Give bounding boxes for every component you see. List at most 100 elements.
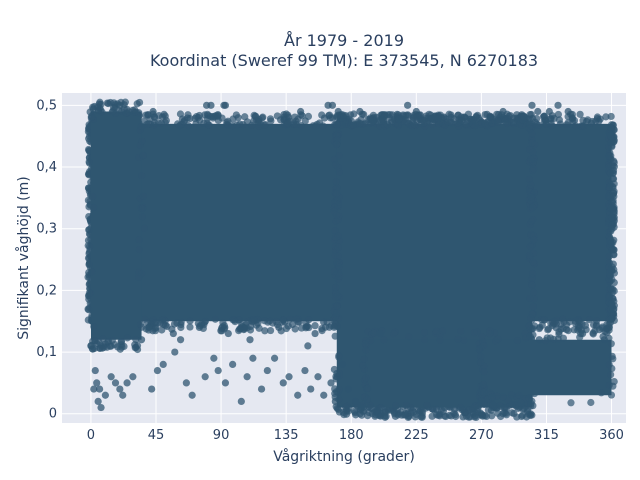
data-point	[90, 323, 98, 331]
dense-data-layer	[84, 98, 618, 422]
data-point	[436, 336, 444, 344]
data-point	[529, 215, 537, 224]
data-point	[301, 366, 309, 375]
data-point	[330, 267, 338, 276]
data-point	[91, 366, 99, 375]
data-point	[503, 119, 511, 128]
data-point	[607, 371, 615, 379]
data-point	[104, 99, 113, 108]
data-point	[479, 380, 487, 389]
data-point	[224, 117, 232, 125]
data-point	[533, 114, 541, 123]
chart-title-line1: År 1979 - 2019	[284, 31, 404, 50]
data-point	[130, 108, 139, 116]
data-point	[86, 242, 94, 251]
data-point	[153, 319, 161, 327]
data-point	[135, 236, 143, 244]
data-point	[101, 391, 109, 399]
data-point	[494, 335, 502, 343]
data-point	[116, 385, 124, 393]
data-point	[304, 342, 312, 350]
data-point	[312, 122, 320, 130]
data-point	[214, 366, 222, 375]
data-point	[251, 112, 260, 120]
data-point	[360, 355, 368, 363]
data-point	[259, 113, 267, 121]
data-point	[90, 203, 98, 212]
dense-point-region	[481, 339, 612, 396]
data-point	[138, 213, 147, 221]
data-point	[351, 397, 360, 406]
data-point	[600, 336, 608, 344]
data-point	[139, 151, 147, 159]
data-point	[129, 373, 137, 381]
data-point	[328, 101, 337, 109]
dense-point-region	[90, 111, 142, 340]
data-point	[221, 101, 230, 109]
data-point	[350, 110, 358, 118]
data-point	[607, 112, 615, 121]
data-point	[607, 204, 615, 212]
data-point	[249, 316, 258, 324]
y-tick-label: 0,2	[36, 283, 57, 298]
data-point	[159, 320, 168, 329]
data-point	[97, 100, 105, 108]
data-point	[335, 168, 344, 176]
data-point	[442, 412, 450, 421]
data-point	[284, 119, 292, 128]
data-point	[550, 335, 558, 343]
data-point	[515, 391, 523, 399]
data-point	[241, 113, 249, 121]
data-point	[332, 140, 341, 148]
chart-title-line2: Koordinat (Sweref 99 TM): E 373545, N 62…	[150, 51, 538, 70]
data-point	[279, 316, 287, 324]
data-point	[480, 368, 488, 376]
data-point	[175, 122, 184, 130]
data-point	[575, 323, 584, 331]
data-point	[587, 398, 595, 407]
y-axis-label: Signifikant våghöjd (m)	[15, 176, 32, 339]
data-point	[386, 110, 394, 119]
data-point	[195, 111, 204, 120]
data-point	[564, 107, 572, 116]
x-tick-label: 270	[469, 428, 494, 443]
data-point	[107, 373, 115, 381]
data-point	[587, 119, 596, 127]
data-point	[607, 391, 616, 399]
data-point	[499, 107, 507, 116]
data-point	[331, 385, 339, 393]
data-point	[469, 115, 477, 124]
data-point	[602, 113, 610, 121]
data-point	[479, 412, 487, 420]
data-point	[260, 121, 269, 129]
data-point	[173, 319, 181, 327]
data-point	[540, 316, 548, 324]
data-point	[607, 340, 615, 348]
data-point	[610, 192, 618, 201]
data-point	[390, 330, 398, 338]
data-point	[545, 107, 553, 116]
data-point	[237, 397, 245, 406]
data-point	[589, 329, 597, 337]
data-point	[361, 340, 369, 348]
data-point	[332, 211, 341, 219]
data-point	[610, 246, 618, 254]
data-point	[252, 321, 260, 329]
data-point	[364, 384, 372, 392]
data-point	[314, 373, 322, 381]
data-point	[91, 337, 99, 345]
data-point	[169, 329, 177, 338]
data-point	[535, 336, 543, 344]
data-point	[220, 321, 228, 330]
data-point	[530, 236, 538, 244]
data-point	[334, 243, 342, 251]
data-point	[270, 354, 279, 362]
data-point	[458, 406, 466, 414]
data-point	[388, 117, 396, 125]
data-point	[291, 325, 299, 333]
data-point	[366, 401, 374, 409]
data-point	[570, 326, 578, 334]
y-tick-label: 0	[49, 407, 57, 422]
data-point	[214, 111, 222, 120]
data-point	[489, 400, 497, 409]
